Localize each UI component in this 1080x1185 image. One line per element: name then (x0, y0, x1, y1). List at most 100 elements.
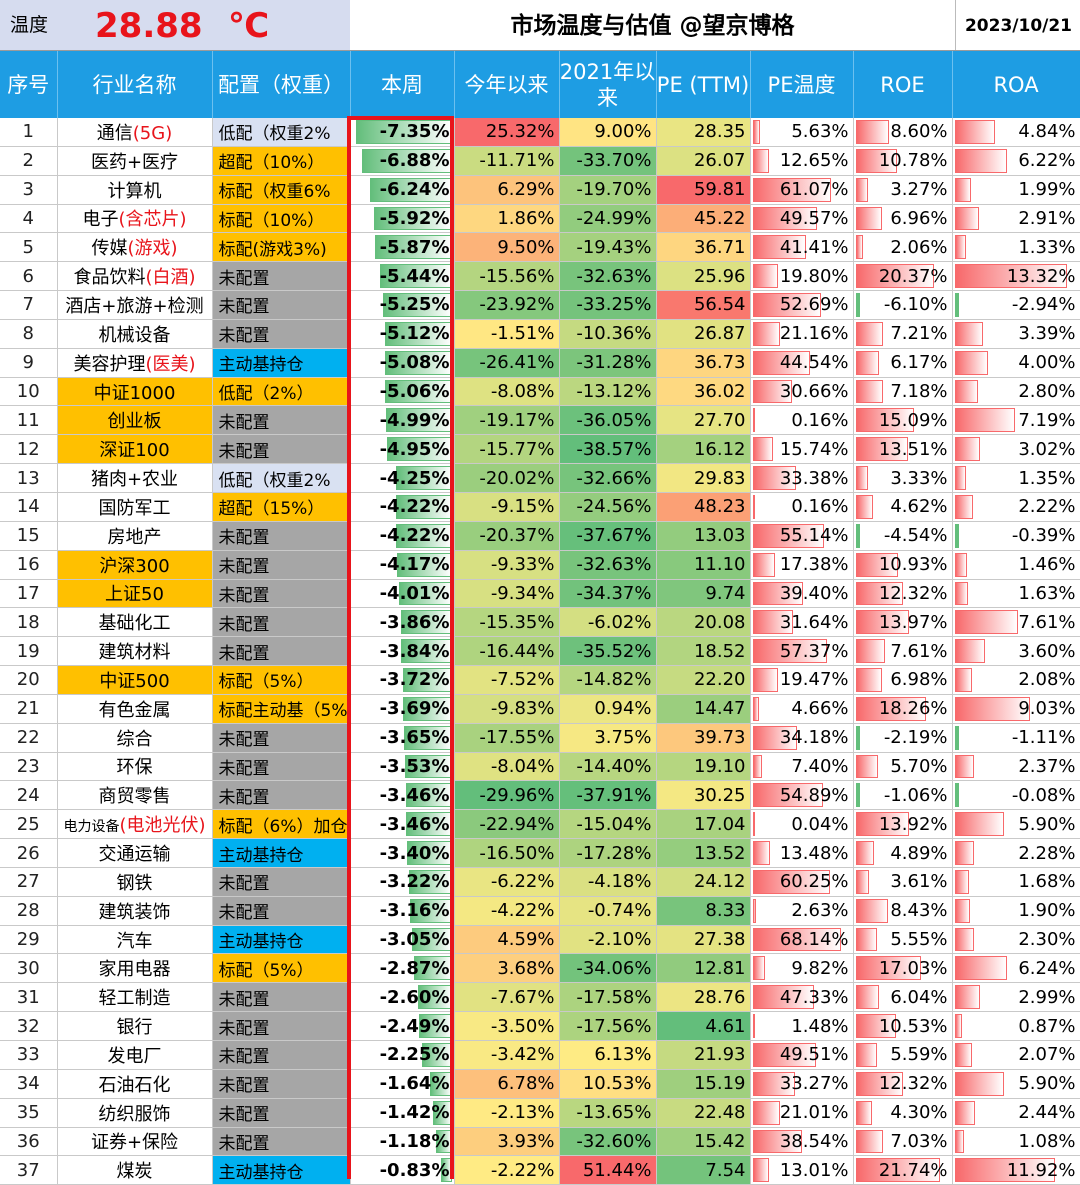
since-2021-value: 10.53% (582, 1073, 652, 1095)
cell-allocation: 标配（权重6% (212, 175, 351, 205)
roa-value: 1.35% (1018, 467, 1076, 489)
pe-value: 9.74 (705, 582, 746, 604)
roa-bar (954, 725, 959, 750)
cell-allocation: 未配置 (212, 982, 351, 1013)
cell-roa: 6.24% (952, 953, 1080, 984)
pe-temp-bar (752, 725, 797, 750)
ytd-value: -19.17% (479, 409, 555, 431)
roe-value: 10.78% (878, 150, 948, 172)
roe-bar (855, 668, 883, 692)
cell-week-change: -5.44% (350, 261, 455, 292)
pe-temp-value: 41.41% (779, 236, 849, 258)
roe-bar (855, 350, 880, 375)
roa-bar (954, 206, 979, 231)
cell-ytd: -15.56% (454, 261, 560, 292)
roe-bar (855, 1071, 904, 1096)
roa-value: 2.30% (1018, 929, 1076, 951)
industry-name: 轻工制造 (98, 988, 171, 1010)
row-index: 29 (16, 929, 40, 951)
week-change-value: -3.86% (379, 611, 450, 633)
roa-bar (954, 841, 974, 865)
pe-temp-value: 52.69% (779, 294, 849, 316)
week-change-value: -3.65% (379, 727, 450, 749)
pe-temp-bar (752, 235, 806, 260)
cell-industry-name: 证券+保险 (57, 1127, 213, 1157)
industry-name: 基础化工 (98, 613, 171, 635)
week-change-value: -3.69% (379, 698, 450, 720)
cell-roa: 7.61% (952, 607, 1080, 638)
roe-value: 6.17% (890, 352, 948, 374)
pe-value: 30.25 (693, 784, 746, 806)
pe-temp-value: 33.27% (779, 1073, 849, 1095)
row-index: 14 (16, 496, 40, 518)
cell-pe: 20.08 (656, 607, 751, 638)
pe-temp-bar (752, 293, 821, 317)
ytd-value: 3.93% (497, 1130, 555, 1152)
allocation-text: 低配（2%） (218, 384, 314, 405)
cell-ytd: 4.59% (454, 925, 560, 955)
row-index: 31 (16, 986, 40, 1008)
week-change-value: -4.22% (379, 496, 450, 518)
cell-pe-temp: 5.63% (750, 118, 854, 147)
cell-pe-temp: 13.48% (750, 838, 854, 868)
roe-value: 21.74% (878, 1159, 948, 1181)
pe-temp-value: 9.82% (791, 957, 849, 979)
ytd-value: -20.02% (479, 467, 555, 489)
report-date: 2023/10/21 (955, 0, 1080, 50)
pe-temp-bar (752, 696, 759, 721)
cell-roe: 8.43% (853, 896, 953, 926)
pe-value: 36.71 (693, 236, 746, 258)
week-change-value: -3.05% (379, 929, 450, 951)
pe-value: 36.73 (693, 352, 746, 374)
cell-index: 15 (0, 521, 58, 551)
cell-industry-name: 发电厂 (57, 1040, 213, 1070)
roe-value: 3.61% (890, 871, 948, 893)
since-2021-value: -38.57% (576, 438, 652, 460)
cell-industry-name: 创业板 (57, 405, 213, 436)
roa-bar (954, 1100, 976, 1125)
cell-pe: 22.48 (656, 1098, 751, 1128)
roe-value: 4.62% (890, 496, 948, 518)
cell-roa: 1.35% (952, 463, 1080, 493)
allocation-text: 标配（6%）加仓 (218, 816, 348, 837)
table-row: 18 基础化工 未配置 -3.86% -15.35% -6.02% 20.08 31.64% 1… (0, 607, 1080, 638)
industry-name: 家用电器 (98, 959, 171, 981)
week-change-value: -3.22% (379, 871, 450, 893)
row-index: 19 (16, 640, 40, 662)
cell-index: 4 (0, 204, 58, 234)
cell-roa: 6.22% (952, 146, 1080, 176)
week-change-value: -2.49% (379, 1015, 450, 1037)
row-index: 12 (16, 438, 40, 460)
cell-roe: 13.51% (853, 434, 953, 465)
cell-roa: 5.90% (952, 1069, 1080, 1099)
pe-value: 27.70 (693, 409, 746, 431)
cell-since-2021: -34.37% (559, 579, 657, 609)
roa-bar (954, 494, 974, 519)
table-row: 5 传媒(游戏) 标配(游戏3%) -5.87% 9.50% -19.43% 36.71 41… (0, 232, 1080, 263)
cell-allocation: 低配（2%） (212, 377, 351, 407)
cell-allocation: 超配（15%） (212, 492, 351, 522)
cell-week-change: -4.22% (350, 521, 455, 551)
ytd-value: -7.52% (490, 669, 555, 691)
allocation-text: 未配置 (218, 268, 270, 289)
cell-allocation: 未配置 (212, 319, 351, 349)
pe-temp-value: 44.54% (779, 352, 849, 374)
roe-value: 7.61% (890, 640, 948, 662)
pe-temp-bar (752, 523, 824, 548)
cell-index: 22 (0, 723, 58, 753)
cell-roa: -1.11% (952, 723, 1080, 753)
roe-value: 13.92% (878, 813, 948, 835)
week-change-value: -0.83% (379, 1159, 450, 1181)
pe-temp-bar (752, 466, 796, 490)
table-row: 7 酒店+旅游+检测 未配置 -5.25% -23.92% -33.25% 56.54 52.… (0, 290, 1080, 320)
roe-value: 10.53% (878, 1015, 948, 1037)
row-index: 16 (16, 554, 40, 576)
industry-name-note: (游戏) (127, 238, 178, 260)
header-col-roa: ROA (952, 51, 1080, 118)
industry-name-note: (白酒) (145, 267, 196, 289)
cell-roe: 15.09% (853, 405, 953, 436)
pe-temp-value: 49.51% (779, 1044, 849, 1066)
since-2021-value: -24.56% (576, 496, 652, 518)
cell-industry-name: 汽车 (57, 925, 213, 955)
week-change-value: -3.72% (379, 669, 450, 691)
